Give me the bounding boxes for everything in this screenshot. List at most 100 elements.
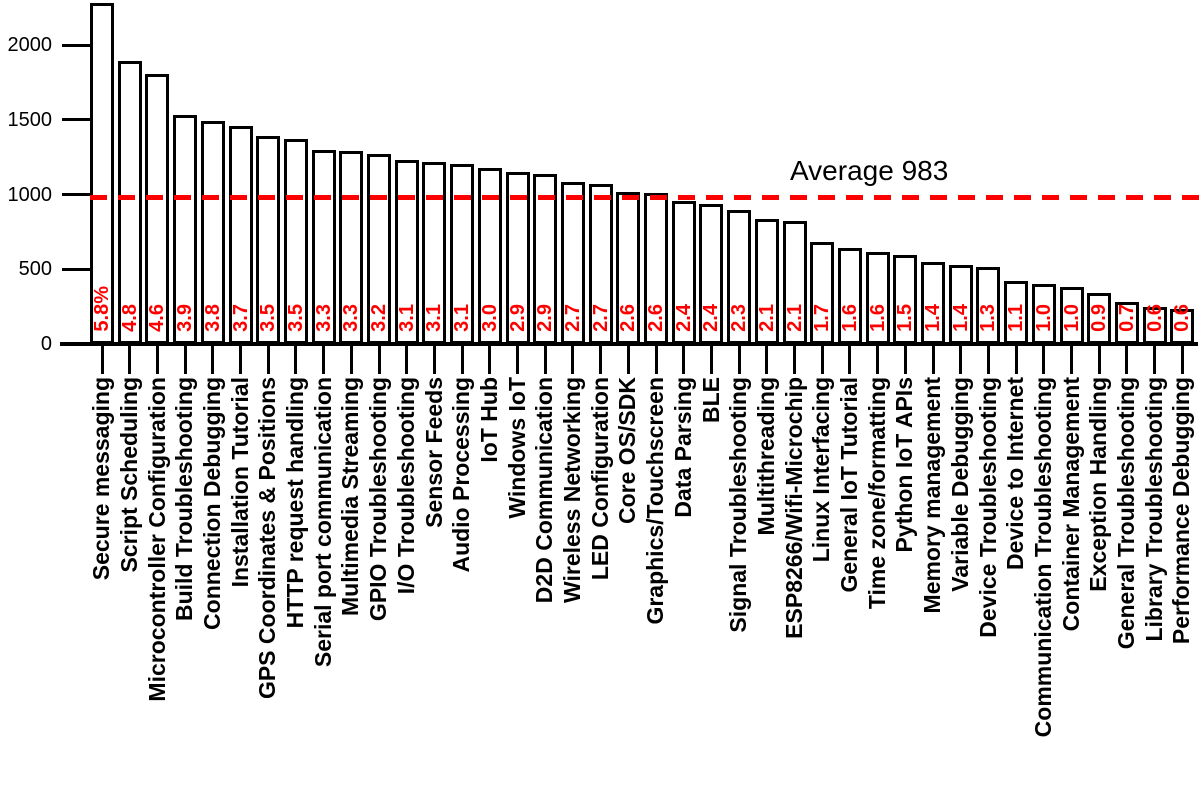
y-axis-tick — [62, 43, 90, 47]
bar — [533, 173, 558, 344]
bar — [893, 255, 918, 344]
bar-percentage-label: 1.1 — [1005, 304, 1028, 332]
x-axis-tick — [543, 345, 547, 374]
y-tick-label: 2000 — [7, 34, 53, 57]
category-label: Microcontroller Configuration — [143, 377, 170, 702]
bar-percentage-label: 4.8 — [118, 304, 141, 332]
x-axis-tick — [986, 345, 990, 374]
category-label: Installation Tutorial — [226, 377, 253, 588]
bar — [754, 219, 779, 344]
category-label: Device Troubleshooting — [974, 377, 1001, 638]
y-tick-label: 0 — [40, 333, 52, 355]
category-label: GPIO Troubleshooting — [365, 377, 392, 622]
bar-percentage-label: 2.1 — [783, 304, 806, 332]
bar-percentage-label: 3.1 — [451, 304, 474, 332]
x-axis-line — [60, 342, 1198, 346]
category-label: Core OS/SDK — [614, 377, 641, 524]
bar — [505, 171, 530, 344]
category-label: Serial port communication — [309, 377, 336, 668]
bar — [865, 252, 890, 344]
x-axis-tick — [793, 345, 796, 374]
x-axis-tick — [1180, 345, 1184, 374]
bar-percentage-label: 3.1 — [423, 304, 446, 332]
category-label: Signal Troubleshooting — [725, 377, 752, 633]
category-label: Build Troubleshooting — [171, 377, 198, 622]
x-axis-tick — [488, 345, 492, 374]
x-axis-tick — [876, 345, 880, 374]
bar-percentage-label: 1.0 — [1032, 304, 1055, 332]
x-axis-tick — [654, 345, 658, 374]
y-axis-tick — [62, 267, 90, 271]
x-axis-tick — [155, 345, 159, 374]
bar-percentage-label: 2.7 — [561, 304, 584, 332]
x-axis-tick — [239, 345, 242, 374]
bar-percentage-label: 2.6 — [645, 304, 667, 332]
bar-percentage-label: 1.6 — [866, 304, 889, 332]
bar-percentage-label: 1.4 — [949, 304, 972, 332]
category-label: D2D Communication — [531, 377, 558, 604]
y-axis-tick — [62, 118, 90, 122]
bar-percentage-label: 3.1 — [395, 304, 418, 332]
y-tick-label: 1000 — [7, 183, 53, 206]
bar-percentage-label: 3.8 — [201, 304, 224, 332]
x-axis-tick — [820, 345, 824, 374]
x-axis-tick — [599, 345, 603, 374]
category-label: Linux Interfacing — [808, 377, 835, 563]
x-axis-tick — [1125, 345, 1129, 374]
category-label: Connection Debugging — [198, 377, 225, 630]
bar — [1031, 284, 1056, 344]
x-axis-tick — [571, 345, 575, 374]
x-axis-tick — [100, 345, 104, 374]
category-label: Windows IoT — [503, 377, 530, 519]
x-axis-tick — [294, 345, 298, 374]
category-label: Secure messaging — [88, 377, 115, 581]
bar-percentage-label: 1.0 — [1060, 304, 1083, 332]
x-axis-tick — [128, 345, 132, 374]
category-label: Variable Debugging — [946, 377, 973, 592]
x-axis-tick — [848, 345, 852, 374]
category-label: Communication Troubleshooting — [1029, 377, 1056, 738]
y-tick-label: 500 — [18, 258, 52, 281]
bar-percentage-label: 3.5 — [257, 304, 280, 332]
bar-percentage-label: 2.4 — [700, 304, 723, 332]
x-axis-tick — [1042, 345, 1046, 374]
x-axis-tick — [626, 345, 630, 374]
x-axis-tick — [432, 345, 436, 374]
x-axis-tick — [1014, 345, 1018, 374]
category-label: Multithreading — [752, 377, 779, 536]
bar-percentage-label: 0.6 — [1143, 304, 1166, 332]
bar-percentage-label: 2.1 — [755, 304, 778, 332]
bar — [90, 3, 114, 344]
category-label: I/O Troubleshooting — [392, 377, 419, 595]
bar-percentage-label: 0.7 — [1115, 304, 1138, 332]
bar-percentage-label: 4.6 — [146, 304, 169, 332]
average-line — [90, 194, 1200, 200]
bar-percentage-label: 0.6 — [1171, 304, 1194, 332]
bar-percentage-label: 2.3 — [728, 304, 751, 332]
bar-percentage-label: 2.6 — [617, 304, 640, 332]
bar — [810, 242, 835, 344]
bar — [727, 209, 752, 344]
x-axis-tick — [322, 345, 326, 374]
bar-percentage-label: 2.4 — [672, 304, 695, 332]
category-label: BLE — [697, 377, 724, 423]
x-axis-tick — [377, 345, 381, 374]
bar — [644, 193, 668, 344]
category-label: Library Troubleshooting — [1140, 377, 1167, 642]
x-axis-tick — [1070, 345, 1073, 374]
bar-percentage-label: 3.3 — [312, 304, 335, 332]
x-axis-tick — [765, 345, 769, 374]
category-label: Python IoT APIs — [891, 377, 918, 553]
bar — [560, 181, 585, 344]
x-axis-tick — [349, 345, 353, 374]
x-axis-tick — [516, 345, 519, 374]
bar — [837, 248, 862, 344]
x-axis-tick — [709, 345, 713, 374]
bar — [921, 261, 945, 344]
y-axis-tick — [62, 193, 90, 197]
bar — [1059, 287, 1084, 344]
x-axis-tick — [183, 345, 187, 374]
category-label: Sensor Feeds — [420, 377, 447, 528]
category-label: Audio Processing — [448, 377, 475, 573]
